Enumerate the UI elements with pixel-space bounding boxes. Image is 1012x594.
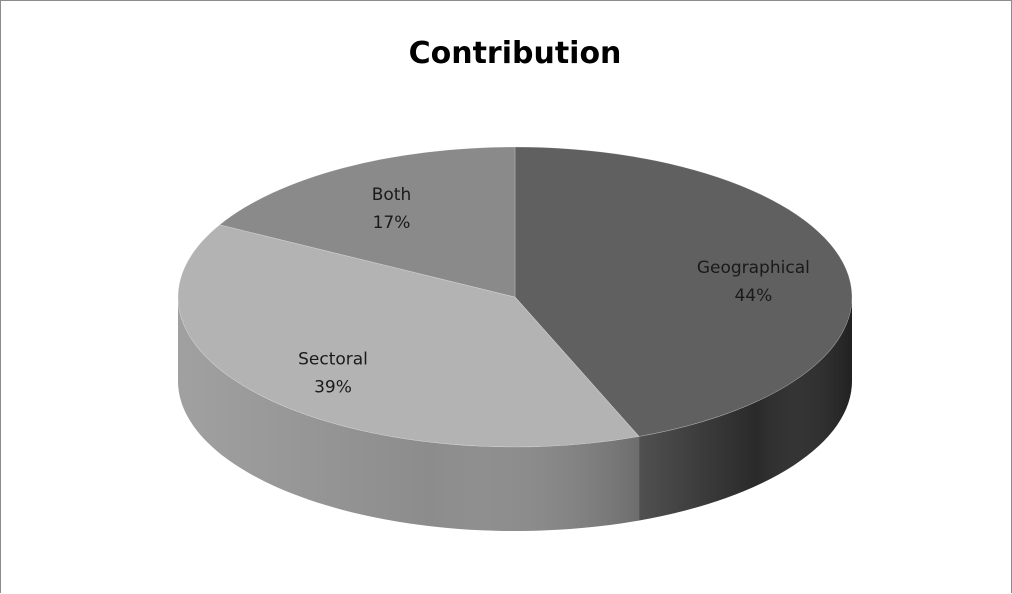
pie-side-shade-geographical bbox=[639, 297, 852, 521]
pie-top-layer bbox=[177, 146, 853, 448]
slice-value-geographical: 44% bbox=[734, 286, 772, 306]
slice-label-sectoral: Sectoral bbox=[298, 349, 368, 369]
pie-slice-geographical bbox=[514, 146, 853, 437]
chart-title: Contribution bbox=[409, 36, 622, 71]
pie-side-shade-sectoral bbox=[178, 297, 640, 532]
slice-label-geographical: Geographical bbox=[697, 258, 810, 278]
slice-label-both: Both bbox=[372, 185, 412, 205]
pie-slice-sectoral bbox=[177, 224, 640, 448]
slice-value-sectoral: 39% bbox=[314, 377, 352, 397]
pie-slice-both bbox=[219, 146, 516, 298]
pie-label-layer: Geographical 44% Sectoral 39% Both 17% bbox=[298, 185, 810, 397]
slice-value-both: 17% bbox=[373, 213, 411, 233]
pie-side-layer bbox=[178, 297, 852, 532]
